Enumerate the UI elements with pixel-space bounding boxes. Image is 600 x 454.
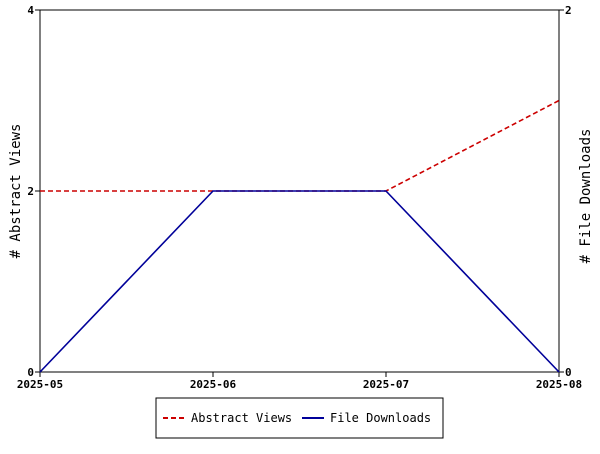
right-axis-ticks: 02 [559, 4, 572, 379]
left-axis-ticks: 0 2 4 [27, 4, 40, 379]
series-layer [39, 99, 560, 373]
right-tick-label: 0 [565, 366, 572, 379]
x-axis-ticks: 2025-05 2025-06 2025-07 2025-08 [17, 372, 582, 391]
legend-label-file-downloads: File Downloads [330, 411, 431, 425]
x-tick-label: 2025-06 [190, 378, 237, 391]
left-tick-label: 4 [27, 4, 34, 17]
x-tick-label: 2025-08 [536, 378, 582, 391]
x-tick-label: 2025-05 [17, 378, 63, 391]
left-tick-label: 0 [27, 366, 34, 379]
legend-box [155, 397, 444, 439]
series-line-file-downloads [39, 190, 560, 373]
right-tick-label: 2 [565, 4, 572, 17]
legend-label-abstract-views: Abstract Views [191, 411, 292, 425]
left-axis-title: # Abstract Views [8, 124, 24, 259]
right-axis-title: # File Downloads [578, 129, 594, 264]
legend: Abstract Views File Downloads [155, 397, 444, 439]
left-tick-label: 2 [27, 185, 34, 198]
x-tick-label: 2025-07 [363, 378, 409, 391]
